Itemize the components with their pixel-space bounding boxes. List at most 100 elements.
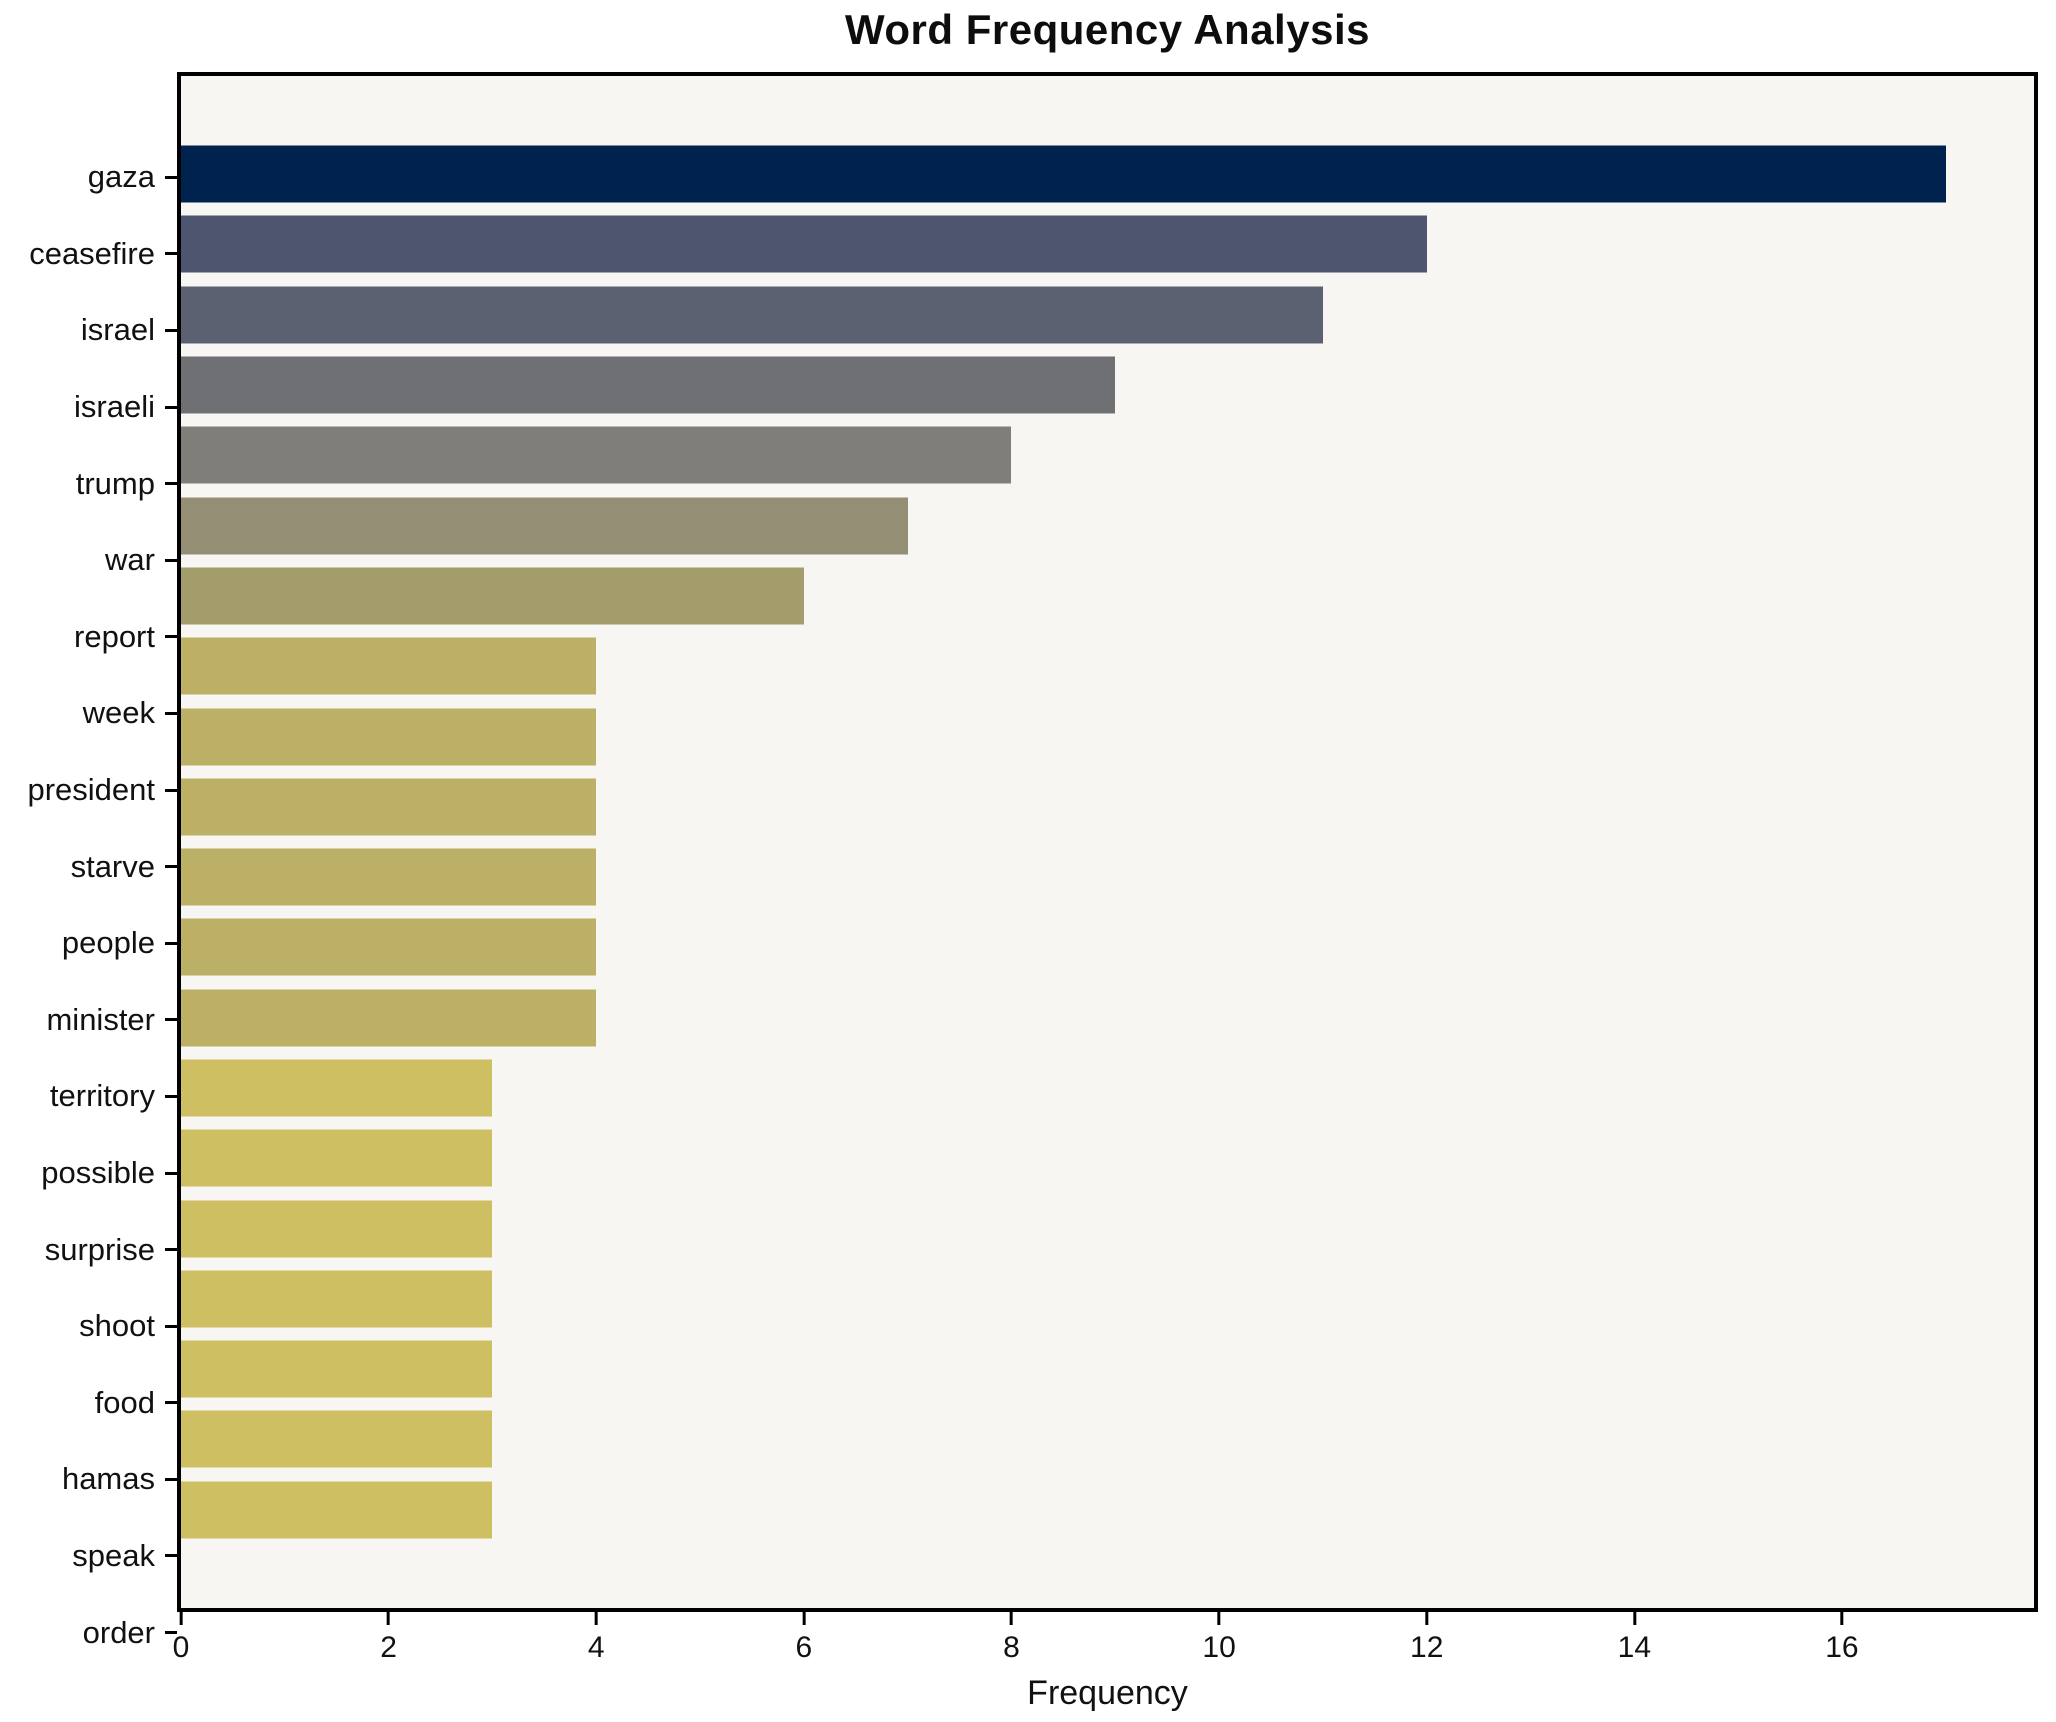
bar-starve [181,778,597,836]
bar-territory [181,989,597,1047]
x-tick: 0 [172,1612,190,1665]
y-tick-mark [165,482,177,486]
y-tick-row: starve [0,828,177,905]
y-tick-label: people [61,925,155,961]
x-tick-label: 8 [1003,1631,1020,1664]
y-tick-label: israel [80,312,155,348]
bar-president [181,708,597,766]
x-tick: 8 [1003,1612,1020,1665]
y-tick-label: possible [41,1155,155,1191]
y-tick-label: shoot [79,1308,155,1344]
x-tick-label: 2 [380,1631,397,1664]
bar-war [181,497,908,555]
y-tick-mark [165,1018,177,1022]
y-tick-label: order [82,1614,155,1650]
y-tick-row: order [0,1594,177,1671]
x-tick-mark [1009,1612,1013,1625]
bar-row [181,1053,2034,1123]
bar-row [181,139,2034,209]
x-tick: 14 [1618,1612,1651,1665]
bar-week [181,637,597,695]
x-tick-label: 4 [587,1631,605,1664]
y-tick-row: possible [0,1135,177,1212]
y-tick-mark [165,1477,177,1481]
bar-row [181,490,2034,560]
bar-row [181,280,2034,350]
bar-hamas [181,1340,493,1398]
bar-row [181,420,2034,490]
chart-title: Word Frequency Analysis [845,6,1370,53]
bar-trump [181,426,1012,484]
y-tick-mark [165,1324,177,1328]
x-tick: 12 [1410,1612,1443,1665]
x-tick-mark [1632,1612,1636,1625]
bar-order [181,1481,493,1539]
y-axis-labels: gaza ceasefire israel israeli trump war report… [0,76,177,1722]
y-tick-mark [165,1631,177,1635]
y-tick-row: surprise [0,1211,177,1288]
y-tick-row: israeli [0,369,177,446]
y-tick-label: president [27,772,155,808]
x-tick-label: 12 [1410,1631,1444,1664]
x-tick-mark [1425,1612,1429,1625]
bar-surprise [181,1129,493,1187]
bar-report [181,567,804,625]
y-tick-mark [165,865,177,869]
x-tick-mark [1840,1612,1844,1625]
x-axis: 0 2 4 6 8 10 12 14 16 [173,1612,2034,1672]
bar-row [181,1193,2034,1263]
x-tick-mark [387,1612,391,1625]
y-tick-label: week [82,695,155,731]
x-tick: 10 [1202,1612,1236,1665]
y-tick-row: food [0,1365,177,1442]
x-tick-label: 0 [172,1631,190,1664]
bar-row [181,350,2034,420]
bar-row [181,912,2034,982]
y-tick-label: ceasefire [29,235,155,271]
x-tick-label: 10 [1202,1631,1236,1664]
y-tick-row: gaza [0,139,177,216]
x-tick: 16 [1825,1612,1859,1665]
bar-row [181,1123,2034,1193]
bar-row [181,631,2034,701]
x-tick-label: 14 [1617,1631,1652,1664]
y-tick-row: week [0,675,177,752]
bar-row [181,561,2034,631]
x-tick-mark [594,1612,598,1625]
y-tick-mark [165,635,177,639]
x-tick: 2 [380,1612,397,1665]
y-tick-mark [165,711,177,715]
y-tick-row: territory [0,1058,177,1135]
bar-row [181,983,2034,1053]
bar-possible [181,1059,493,1117]
x-tick-label: 16 [1825,1631,1859,1664]
y-tick-row: report [0,599,177,676]
y-tick-mark [165,252,177,256]
y-tick-row: speak [0,1518,177,1595]
y-tick-label: starve [70,848,155,884]
y-tick-mark [165,1094,177,1098]
x-tick-label: 6 [795,1631,813,1664]
y-tick-row: people [0,905,177,982]
bar-speak [181,1410,493,1468]
plot-area [177,72,2038,1612]
y-tick-row: shoot [0,1288,177,1365]
bar-israeli [181,356,1116,414]
y-tick-label: surprise [44,1231,155,1267]
y-tick-mark [165,941,177,945]
y-tick-row: israel [0,292,177,369]
y-tick-label: report [74,618,155,654]
y-tick-mark [165,1554,177,1558]
bar-row [181,1264,2034,1334]
y-tick-row: president [0,752,177,829]
bar-row [181,1404,2034,1474]
y-tick-mark [165,328,177,332]
y-tick-label: trump [75,465,155,501]
x-tick-mark [179,1612,183,1625]
y-tick-mark [165,788,177,792]
x-axis-title: Frequency [1027,1674,1188,1712]
bar-row [181,209,2034,279]
bar-row [181,842,2034,912]
bar-people [181,848,597,906]
